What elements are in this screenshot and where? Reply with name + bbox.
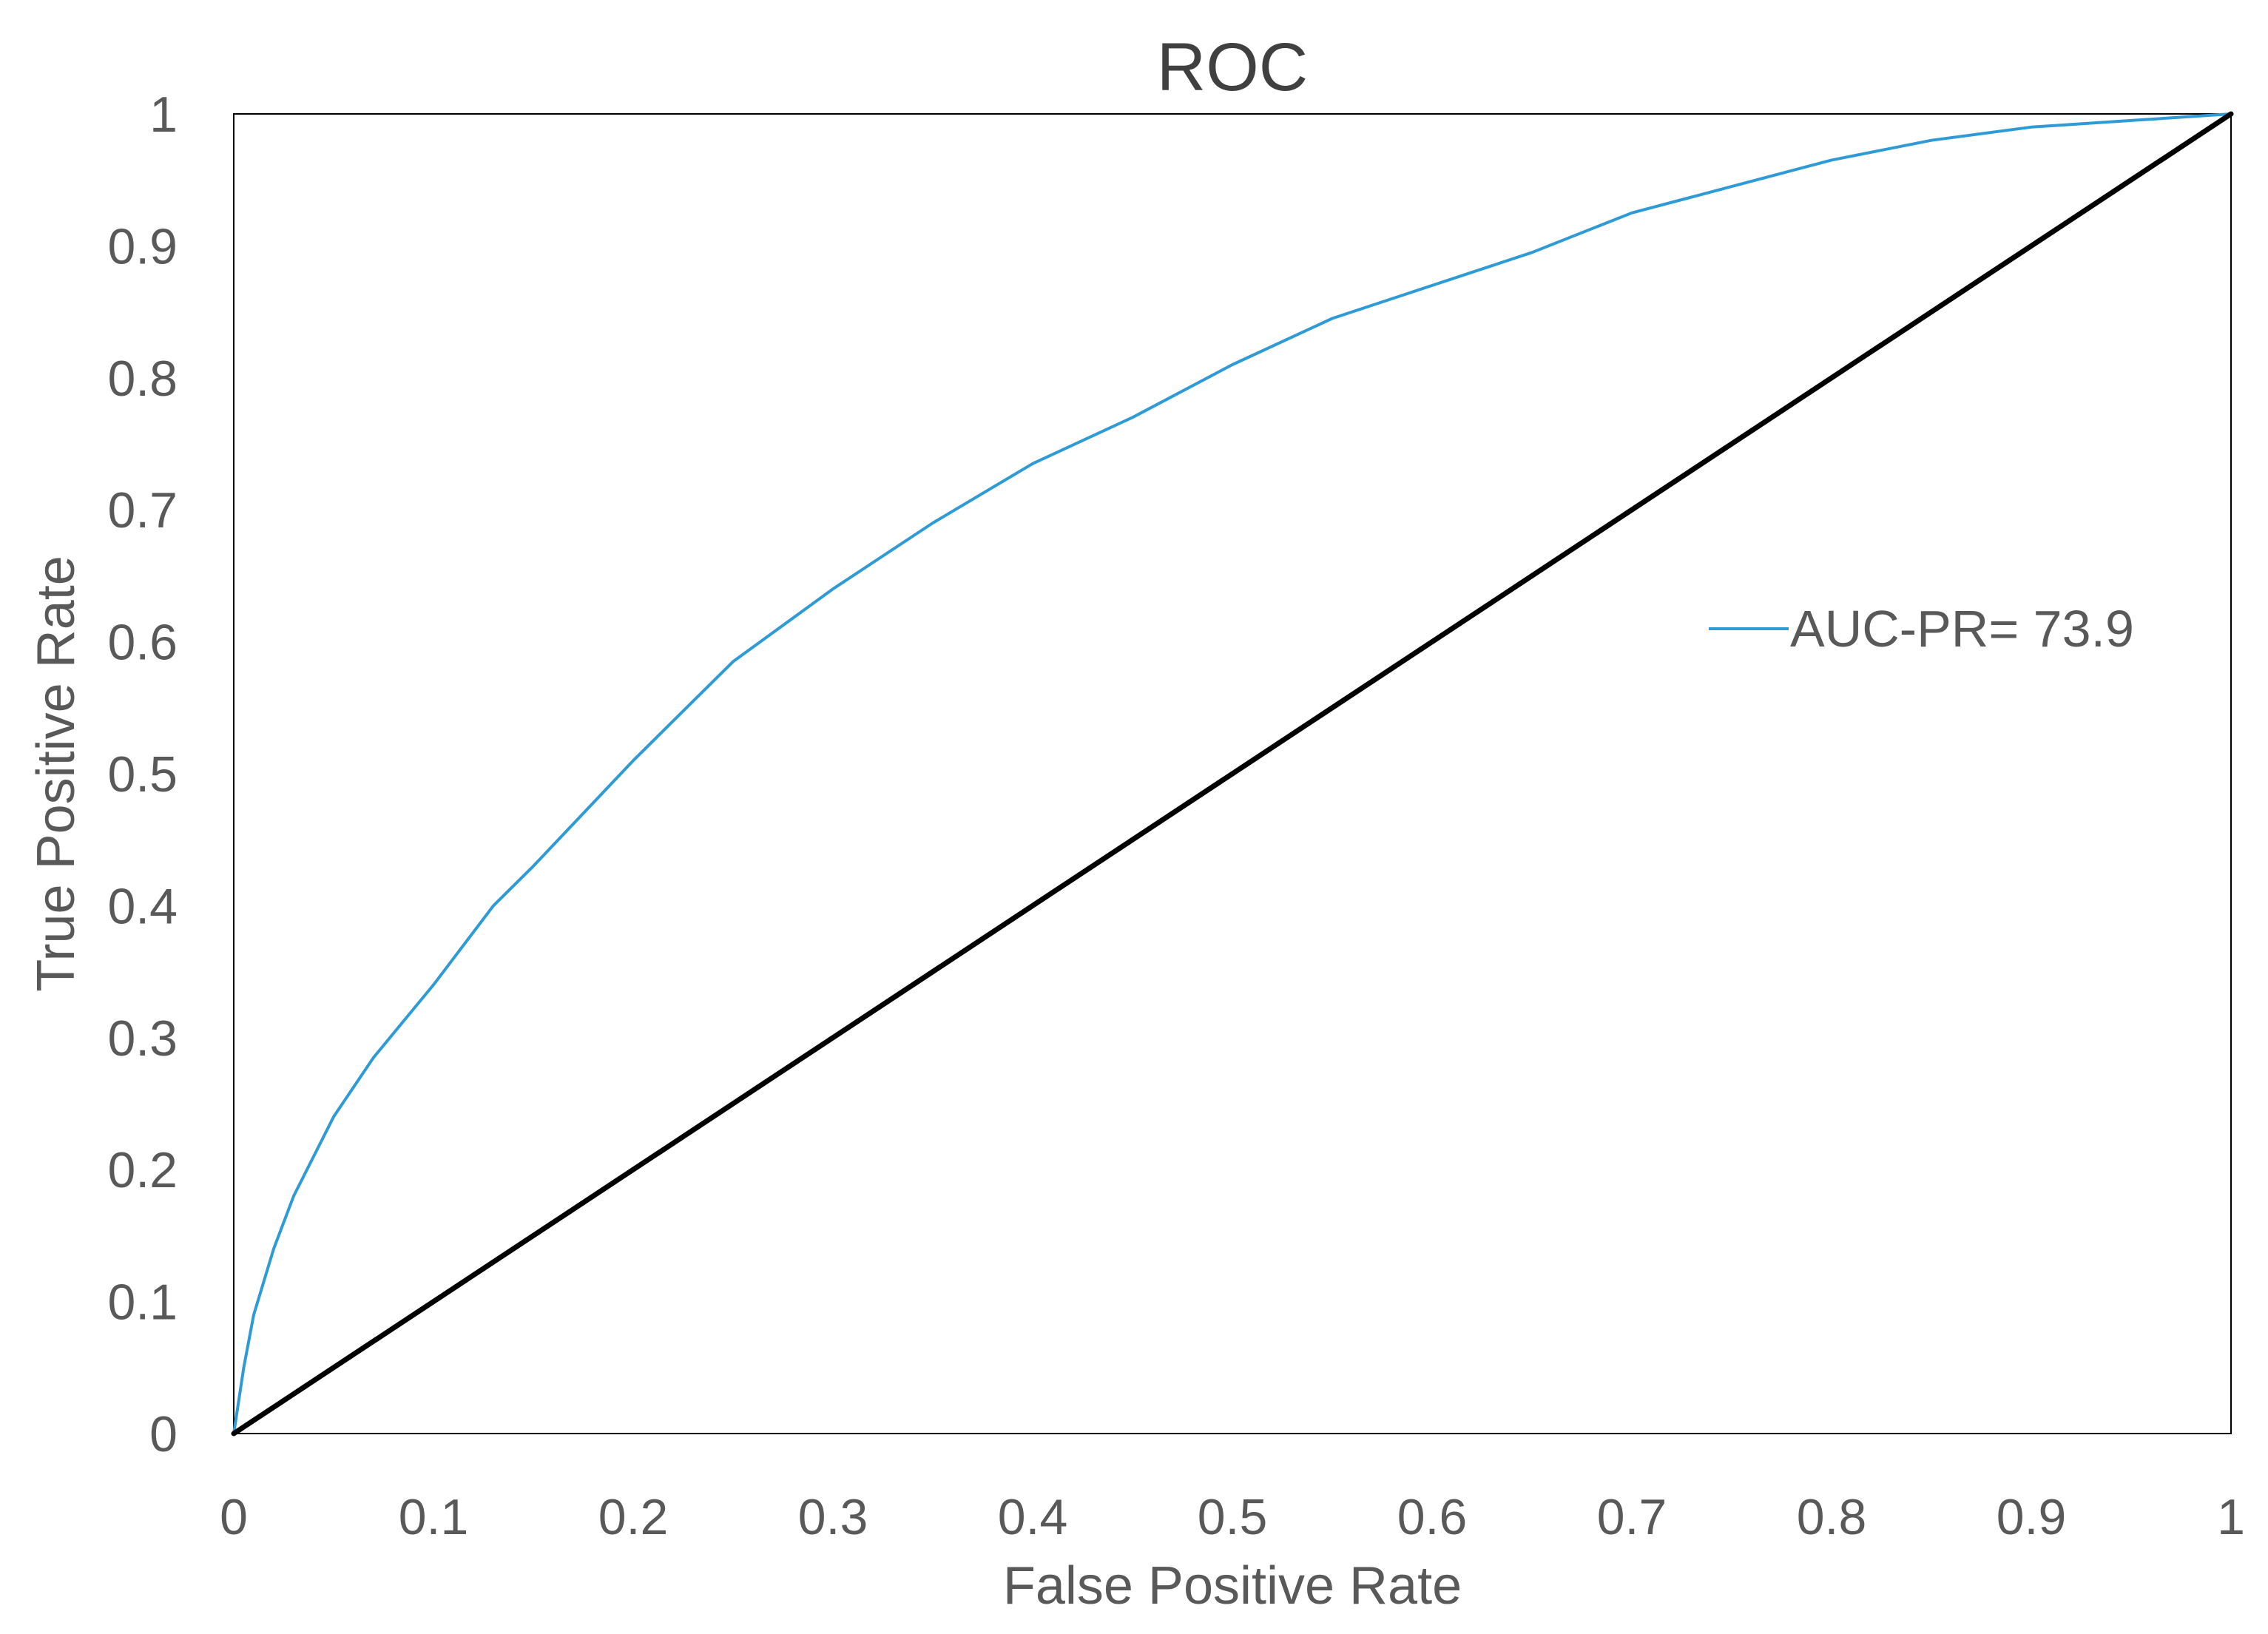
y-tick-label: 0.5 [107, 746, 178, 803]
y-axis-label: True Positive Rate [27, 556, 86, 992]
diagonal-reference-line [231, 111, 2234, 1436]
x-tick-label: 0.5 [1198, 1489, 1268, 1545]
legend-label: AUC-PR= 73.9 [1790, 600, 2134, 658]
x-tick-label: 0.6 [1397, 1489, 1468, 1545]
x-tick-label: 0.9 [1997, 1489, 2067, 1545]
y-tick-label: 0.6 [107, 615, 178, 671]
y-tick-label: 1 [149, 87, 178, 143]
x-tick-label: 0.1 [399, 1489, 469, 1545]
x-tick-label: 0.2 [598, 1489, 669, 1545]
y-tick-label: 0.9 [107, 218, 178, 274]
x-tick-label: 0.7 [1597, 1489, 1667, 1545]
x-axis-label: False Positive Rate [1003, 1556, 1462, 1616]
y-tick-label: 0.4 [107, 878, 178, 934]
y-tick-label: 0.7 [107, 482, 178, 539]
plot-area-frame [233, 113, 2232, 1434]
roc-curve-line [232, 112, 2232, 1435]
x-tick-label: 1 [2217, 1489, 2245, 1545]
y-tick-label: 0 [149, 1406, 178, 1462]
y-tick-label: 0.8 [107, 351, 178, 407]
y-tick-label: 0.1 [107, 1275, 178, 1331]
x-tick-label: 0.8 [1797, 1489, 1867, 1545]
chart-title: ROC [1157, 30, 1308, 105]
x-tick-label: 0.4 [998, 1489, 1068, 1545]
x-tick-label: 0 [220, 1489, 248, 1545]
y-tick-label: 0.2 [107, 1142, 178, 1198]
y-tick-label: 0.3 [107, 1010, 178, 1067]
x-tick-label: 0.3 [798, 1489, 868, 1545]
